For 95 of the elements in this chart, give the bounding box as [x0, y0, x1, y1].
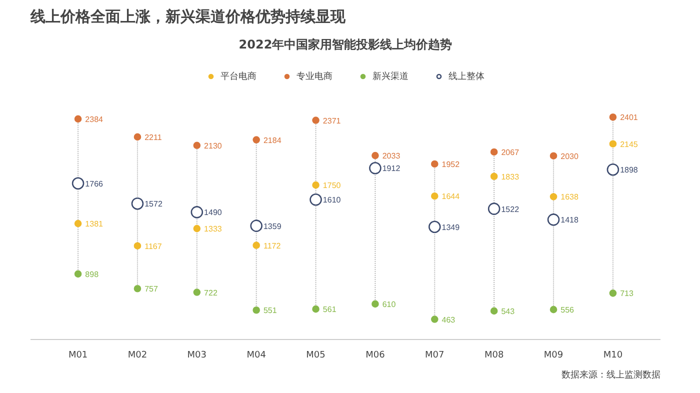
point — [369, 162, 382, 174]
data-label: 1349 — [442, 222, 460, 232]
point — [609, 140, 617, 148]
x-tick-label: M02 — [128, 350, 148, 360]
point — [250, 220, 262, 232]
data-label: 1359 — [263, 222, 282, 231]
x-tick-label: M09 — [544, 350, 564, 360]
point — [490, 148, 498, 156]
point — [372, 300, 379, 308]
data-label: 1572 — [144, 200, 163, 209]
data-label: 2033 — [382, 152, 401, 161]
data-label: 561 — [322, 305, 337, 314]
data-label: 1172 — [263, 241, 282, 250]
legend-label: 线上整体 — [448, 70, 484, 82]
data-label: 556 — [560, 306, 575, 315]
data-label: 2211 — [144, 132, 162, 142]
x-tick-label: M01 — [68, 350, 88, 360]
point — [252, 306, 260, 314]
point — [134, 284, 142, 292]
point — [190, 206, 204, 218]
data-label: 1898 — [620, 166, 638, 175]
point — [550, 193, 558, 200]
point — [550, 152, 558, 160]
point — [312, 116, 320, 124]
data-label: 757 — [144, 284, 159, 294]
point — [312, 305, 320, 313]
point — [609, 114, 617, 121]
point — [72, 177, 84, 190]
point — [74, 220, 82, 228]
x-tick-label: M05 — [306, 350, 326, 360]
data-label: 1912 — [382, 164, 401, 174]
point — [193, 142, 201, 150]
data-label: 1522 — [501, 204, 520, 214]
data-label: 1952 — [442, 160, 460, 169]
point — [490, 172, 498, 180]
data-label: 898 — [85, 270, 100, 279]
point — [74, 270, 82, 278]
legend-label: 专业电商 — [296, 70, 332, 82]
data-label: 1638 — [560, 192, 579, 202]
point — [547, 214, 560, 226]
data-label: 1766 — [85, 179, 104, 188]
data-label: 1750 — [322, 181, 342, 190]
point — [372, 152, 379, 160]
point — [134, 133, 142, 141]
data-label: 1418 — [560, 216, 579, 225]
legend-label: 新兴渠道 — [372, 70, 408, 82]
legend-label: 平台电商 — [220, 70, 256, 82]
x-tick-label: M04 — [246, 350, 266, 360]
chart-subtitle: 2022年中国家用智能投影线上均价趋势 — [238, 38, 452, 52]
data-label: 1644 — [442, 192, 460, 202]
data-label: 2384 — [85, 114, 104, 124]
source-note: 数据来源：线上监测数据 — [562, 370, 660, 380]
point — [134, 242, 142, 250]
data-label: 2184 — [263, 136, 282, 145]
x-tick-label: M07 — [425, 350, 444, 360]
point — [312, 181, 320, 189]
x-tick-label: M10 — [603, 350, 623, 360]
point — [74, 115, 82, 123]
data-label: 1167 — [144, 242, 162, 251]
point — [193, 224, 201, 232]
data-label: 1490 — [204, 208, 222, 218]
data-label: 2401 — [620, 113, 638, 122]
point — [428, 220, 441, 234]
data-label: 551 — [263, 306, 278, 316]
x-tick-label: M03 — [187, 350, 207, 360]
point — [252, 136, 260, 144]
point — [609, 290, 617, 297]
point — [431, 316, 438, 323]
data-label: 713 — [620, 289, 634, 298]
point — [490, 307, 498, 315]
data-label: 463 — [442, 315, 456, 324]
data-label: 2145 — [620, 140, 638, 149]
point — [488, 202, 500, 215]
data-label: 1833 — [501, 172, 520, 182]
data-label: 722 — [204, 288, 218, 298]
x-tick-label: M08 — [484, 350, 504, 360]
data-label: 1610 — [322, 196, 342, 205]
data-label: 610 — [382, 300, 396, 309]
chart-title: 线上价格全面上涨，新兴渠道价格优势持续显现 — [30, 8, 346, 26]
data-label: 543 — [501, 306, 516, 316]
point — [252, 242, 260, 249]
point — [606, 163, 620, 176]
data-label: 1333 — [204, 224, 222, 234]
data-label: 2371 — [322, 116, 342, 126]
point — [431, 192, 438, 200]
point — [431, 160, 438, 168]
point — [193, 288, 201, 296]
point — [550, 306, 558, 314]
data-label: 1381 — [85, 220, 104, 229]
point — [310, 194, 322, 206]
point — [131, 197, 144, 210]
x-tick-label: M06 — [366, 350, 386, 360]
data-label: 2030 — [560, 152, 579, 161]
data-label: 2067 — [501, 148, 520, 157]
data-label: 2130 — [204, 141, 222, 150]
